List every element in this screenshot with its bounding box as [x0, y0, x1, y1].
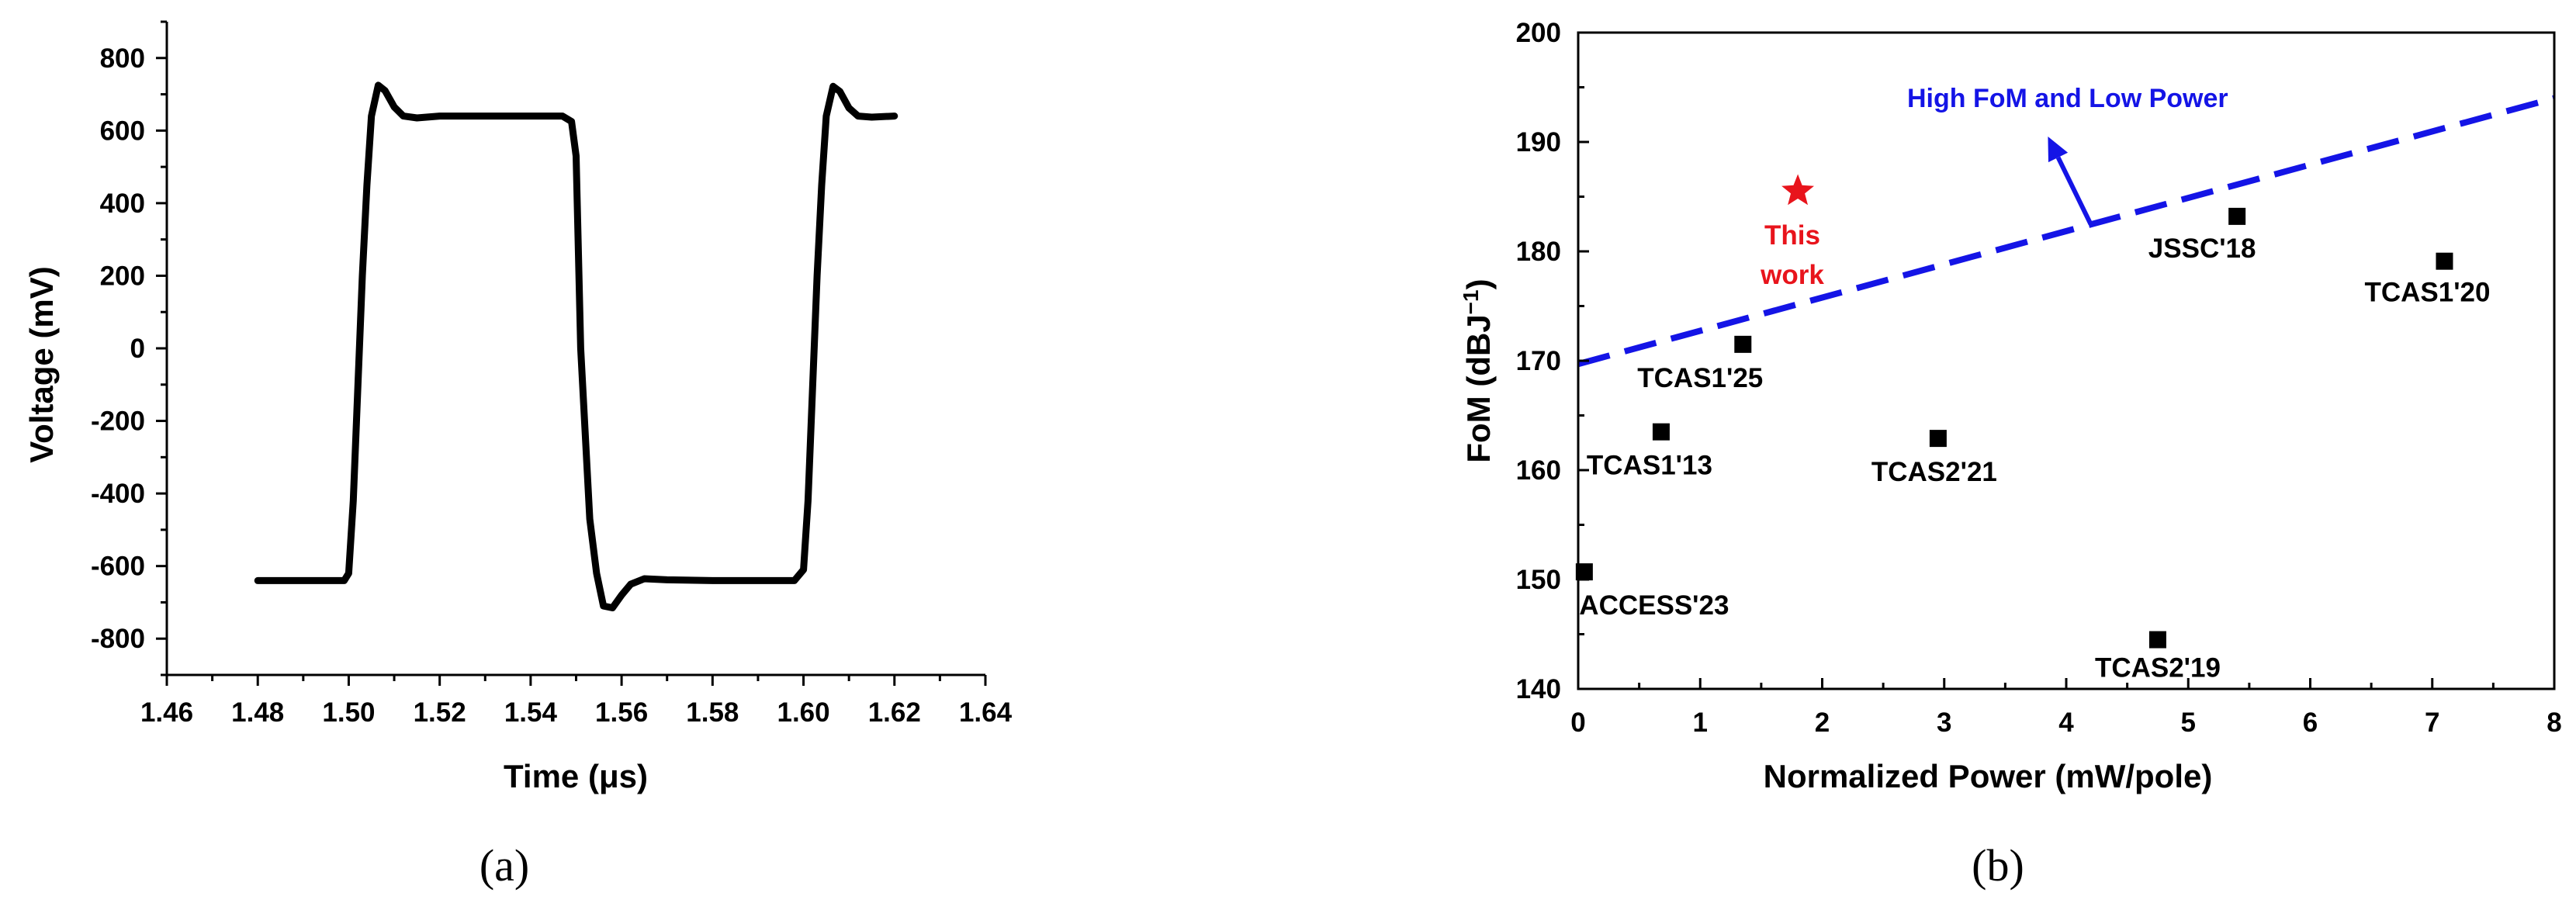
y-tick-label: 600 [100, 116, 145, 146]
plot-area [254, 81, 898, 611]
x-tick-label: 1.60 [777, 697, 829, 728]
x-tick-label: 1.54 [504, 697, 558, 728]
data-point-marker [1652, 423, 1670, 441]
y-tick-label: 150 [1516, 565, 1561, 595]
data-point-marker [1734, 335, 1752, 353]
x-tick-label: 6 [2303, 708, 2318, 738]
data-point-marker [1575, 563, 1593, 581]
x-tick-label: 4 [2058, 708, 2074, 738]
y-tick-label: -600 [91, 552, 145, 582]
x-axis-title: Time (μs) [504, 758, 648, 794]
x-tick-label: 1.62 [868, 697, 921, 728]
y-axis-title: Voltage (mV) [23, 266, 60, 463]
y-axis-title-exponent: −1 [1459, 289, 1483, 314]
y-tick-label: 200 [1516, 18, 1561, 48]
x-tick-label: 1 [1693, 708, 1708, 738]
x-tick-label: 3 [1937, 708, 1951, 738]
y-tick-label: 0 [130, 334, 145, 364]
this-work-label-line1: This [1764, 220, 1820, 251]
trend-line [1577, 95, 2556, 368]
data-point-marker [2228, 207, 2246, 225]
x-tick-label: 1.56 [595, 697, 648, 728]
x-tick-label: 1.46 [140, 697, 193, 728]
data-point-marker [1929, 430, 1947, 448]
this-work-star-marker [1781, 174, 1814, 206]
y-tick-label: 800 [100, 43, 145, 74]
panel-label-b: (b) [1972, 840, 2024, 891]
data-point-label: ACCESS'23 [1579, 590, 1729, 621]
data-point-label: JSSC'18 [2148, 234, 2256, 264]
y-tick-label: -400 [91, 479, 145, 509]
x-axis-title: Normalized Power (mW/pole) [1764, 758, 2213, 794]
ticks: 0 1 2 3 4 5 6 7 8 140 150 160 170 180 190 200 [1516, 18, 2562, 738]
y-tick-label: 160 [1516, 455, 1561, 486]
data-point-label: TCAS2'19 [2095, 653, 2221, 683]
x-tick-label: 7 [2425, 708, 2439, 738]
y-axis-title-close: ) [1460, 279, 1497, 289]
y-tick-label: 140 [1516, 674, 1561, 704]
voltage-time-chart: 1.46 1.48 1.50 1.52 1.54 1.56 1.58 1.60 1.62 1.64… [23, 20, 1013, 891]
voltage-series-line [254, 81, 898, 611]
y-tick-label: 180 [1516, 237, 1561, 267]
data-point-label: TCAS1'20 [2364, 278, 2490, 308]
plot-area: ACCESS'23 TCAS1'13 TCAS1'25 TCAS2'21 TCAS2'1… [1575, 95, 2556, 683]
ticks: 1.46 1.48 1.50 1.52 1.54 1.56 1.58 1.60 1.62 1.64… [91, 20, 1013, 728]
fom-power-chart: ACCESS'23 TCAS1'13 TCAS1'25 TCAS2'21 TCAS2'1… [1459, 18, 2562, 891]
y-tick-label: 400 [100, 189, 145, 219]
y-tick-label: -800 [91, 624, 145, 654]
data-point-marker [2436, 252, 2453, 270]
y-axis-title-text: FoM (dBJ [1460, 314, 1497, 462]
y-tick-label: 190 [1516, 127, 1561, 157]
x-tick-label: 1.50 [322, 697, 375, 728]
y-tick-label: 200 [100, 261, 145, 291]
data-point-label: TCAS2'21 [1871, 457, 1997, 487]
y-tick-label: -200 [91, 407, 145, 437]
arrow-shaft [2055, 156, 2093, 226]
x-tick-label: 1.48 [231, 697, 284, 728]
data-point-label: TCAS1'25 [1637, 363, 1763, 393]
panel-label-a: (a) [480, 840, 529, 891]
this-work-label-line2: work [1760, 260, 1824, 290]
y-tick-label: 170 [1516, 346, 1561, 376]
x-tick-label: 5 [2181, 708, 2196, 738]
annotation-high-fom-low-power: High FoM and Low Power [1907, 84, 2228, 113]
data-point-marker [2148, 631, 2166, 649]
arrow-head [2048, 137, 2069, 163]
x-tick-label: 8 [2547, 708, 2561, 738]
data-point-label: TCAS1'13 [1587, 451, 1712, 481]
x-tick-label: 1.64 [959, 697, 1013, 728]
x-tick-label: 1.52 [414, 697, 466, 728]
x-tick-label: 2 [1815, 708, 1830, 738]
x-tick-label: 0 [1570, 708, 1585, 738]
x-tick-label: 1.58 [686, 697, 739, 728]
y-axis-title: FoM (dBJ−1) [1459, 279, 1497, 462]
